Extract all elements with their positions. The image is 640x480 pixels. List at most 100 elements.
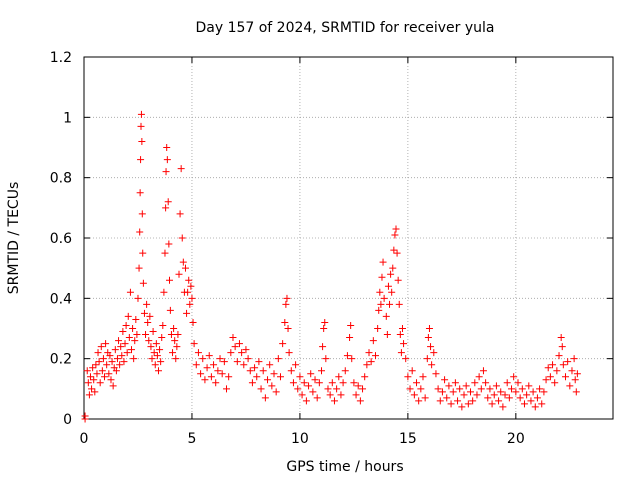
- data-point: [514, 379, 522, 387]
- data-point: [134, 294, 142, 302]
- data-point: [383, 331, 391, 339]
- data-point: [348, 355, 356, 363]
- data-point: [404, 373, 412, 381]
- data-point: [188, 294, 196, 302]
- data-point: [369, 337, 377, 345]
- data-point: [201, 376, 209, 384]
- y-tick-label: 0.6: [50, 231, 72, 247]
- data-point: [223, 385, 231, 393]
- data-point: [120, 358, 128, 366]
- data-point: [570, 355, 578, 363]
- data-point: [488, 400, 496, 408]
- data-point: [163, 156, 171, 164]
- data-point: [106, 352, 114, 360]
- data-point: [167, 331, 175, 339]
- data-point: [109, 382, 117, 390]
- data-point: [536, 385, 544, 393]
- data-point: [162, 204, 170, 212]
- data-point: [207, 373, 215, 381]
- data-point: [408, 367, 416, 375]
- data-point: [512, 388, 520, 396]
- data-point: [375, 306, 383, 314]
- data-point: [558, 343, 566, 351]
- data-point: [98, 367, 106, 375]
- data-point: [499, 403, 507, 411]
- data-point: [281, 318, 289, 326]
- data-point: [527, 397, 535, 405]
- grid: [84, 57, 613, 419]
- data-point: [313, 394, 321, 402]
- data-point: [389, 264, 397, 272]
- data-point: [505, 394, 513, 402]
- x-tick-label: 10: [291, 431, 309, 447]
- data-point: [214, 367, 222, 375]
- data-point: [492, 382, 500, 390]
- data-point: [158, 334, 166, 342]
- data-point: [153, 352, 161, 360]
- data-point: [424, 334, 432, 342]
- data-point: [149, 328, 157, 336]
- data-point: [471, 379, 479, 387]
- data-point: [447, 400, 455, 408]
- data-point: [276, 373, 284, 381]
- data-point: [320, 325, 328, 332]
- data-point: [132, 315, 140, 323]
- data-point: [142, 331, 150, 339]
- data-point: [462, 382, 470, 390]
- data-point: [107, 376, 115, 384]
- data-point: [83, 367, 91, 375]
- data-point: [194, 349, 202, 357]
- data-point: [390, 246, 398, 254]
- data-point: [135, 264, 143, 272]
- y-tick-label: 0.4: [50, 291, 72, 307]
- data-point: [111, 346, 119, 354]
- data-point: [413, 379, 421, 387]
- data-point: [240, 361, 248, 369]
- data-point: [441, 376, 449, 384]
- data-point: [356, 397, 364, 405]
- data-point: [393, 249, 401, 257]
- data-point: [172, 355, 180, 363]
- data-point: [392, 225, 400, 233]
- data-point: [101, 373, 109, 381]
- data-point: [151, 361, 159, 369]
- data-point: [253, 373, 261, 381]
- data-point: [91, 388, 99, 396]
- data-point: [133, 331, 141, 339]
- data-point: [178, 234, 186, 242]
- x-tick-label: 5: [187, 431, 196, 447]
- data-point: [378, 273, 386, 281]
- data-point: [171, 337, 179, 345]
- y-axis-label: SRMTID / TECUs: [6, 182, 22, 295]
- data-point: [112, 367, 120, 375]
- data-point: [143, 300, 151, 308]
- data-point: [451, 379, 459, 387]
- data-point: [190, 340, 198, 348]
- data-point: [300, 379, 308, 387]
- data-point: [242, 346, 250, 354]
- data-point: [473, 391, 481, 399]
- data-point: [88, 385, 96, 393]
- data-point: [460, 391, 468, 399]
- data-point: [479, 367, 487, 375]
- data-point: [179, 258, 187, 266]
- data-point: [384, 282, 392, 290]
- y-tick-label: 0.8: [50, 171, 72, 187]
- data-point: [555, 352, 563, 360]
- data-point: [419, 373, 427, 381]
- data-point: [187, 282, 195, 290]
- data-point: [475, 373, 483, 381]
- data-point: [116, 361, 124, 369]
- data-point: [367, 358, 375, 366]
- data-point: [145, 337, 153, 345]
- data-point: [430, 349, 438, 357]
- data-point: [147, 343, 155, 351]
- data-point: [123, 349, 131, 357]
- data-point: [102, 340, 110, 348]
- data-point: [218, 370, 226, 378]
- data-point: [544, 364, 552, 372]
- data-point: [136, 189, 144, 197]
- data-point: [159, 321, 167, 329]
- data-point: [138, 137, 146, 145]
